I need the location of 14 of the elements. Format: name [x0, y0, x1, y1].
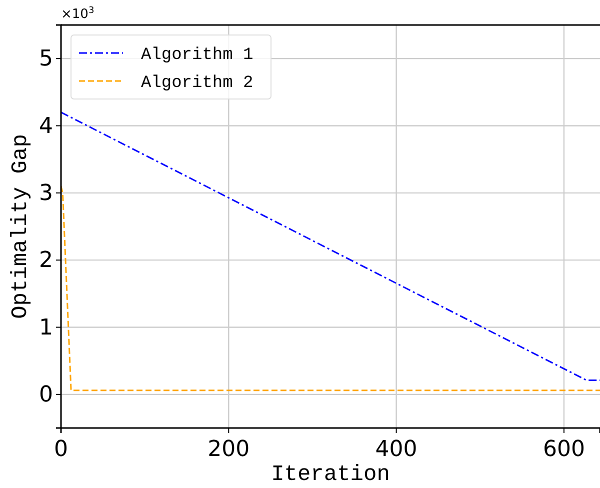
y-tick-label: 5	[39, 46, 53, 72]
x-tick-label: 400	[375, 436, 418, 462]
x-axis-title: Iteration	[271, 462, 390, 487]
x-tick-label: 600	[542, 436, 585, 462]
y-tick-label: 3	[39, 180, 53, 206]
legend-label: Algorithm 2	[141, 74, 254, 93]
legend-label: Algorithm 1	[141, 46, 254, 65]
x-tick-label: 200	[208, 436, 250, 462]
y-tick-label: 4	[39, 114, 53, 139]
y-axis-title: Optimality Gap	[8, 134, 33, 319]
y-tick-label: 2	[39, 248, 53, 274]
text: ×10$^{3}$	[61, 6, 94, 22]
y-tick-label: 0	[39, 382, 53, 408]
y-tick-label: 1	[39, 315, 53, 340]
